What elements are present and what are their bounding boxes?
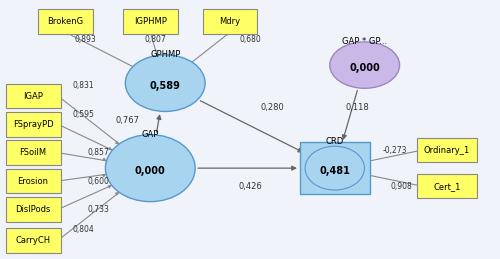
Text: 0,733: 0,733	[88, 205, 110, 214]
FancyBboxPatch shape	[123, 9, 178, 33]
Text: 0,000: 0,000	[350, 63, 380, 73]
Text: Mdry: Mdry	[220, 17, 240, 26]
Text: 0,908: 0,908	[390, 182, 412, 191]
Text: BrokenG: BrokenG	[48, 17, 84, 26]
Text: 0,000: 0,000	[135, 166, 166, 176]
FancyBboxPatch shape	[6, 84, 60, 108]
FancyBboxPatch shape	[417, 174, 477, 198]
Text: Ordinary_1: Ordinary_1	[424, 146, 470, 155]
Text: 0,831: 0,831	[73, 81, 94, 90]
Ellipse shape	[106, 135, 195, 202]
FancyBboxPatch shape	[202, 9, 258, 33]
Text: Cert_1: Cert_1	[434, 182, 460, 191]
Text: CRD: CRD	[326, 137, 344, 146]
Text: 0,680: 0,680	[239, 35, 261, 44]
Text: Erosion: Erosion	[18, 177, 48, 185]
FancyBboxPatch shape	[6, 197, 60, 222]
Ellipse shape	[330, 42, 400, 88]
Text: 0,767: 0,767	[116, 116, 140, 125]
Ellipse shape	[126, 55, 205, 111]
Text: 0,804: 0,804	[73, 226, 94, 234]
FancyBboxPatch shape	[38, 9, 93, 33]
Text: -0,273: -0,273	[382, 146, 407, 155]
FancyBboxPatch shape	[300, 142, 370, 194]
Text: 0,426: 0,426	[238, 182, 262, 191]
Text: 0,595: 0,595	[73, 110, 95, 119]
Text: 0,807: 0,807	[144, 35, 166, 44]
Text: 0,118: 0,118	[346, 103, 369, 112]
Text: IGPHMP: IGPHMP	[134, 17, 166, 26]
FancyBboxPatch shape	[6, 140, 60, 165]
FancyBboxPatch shape	[6, 228, 60, 253]
Text: GAP: GAP	[142, 130, 159, 139]
Text: GAP * GP...: GAP * GP...	[342, 37, 387, 46]
FancyBboxPatch shape	[417, 138, 477, 162]
Text: 0,280: 0,280	[260, 103, 284, 112]
Text: 0,481: 0,481	[320, 166, 350, 176]
Ellipse shape	[305, 146, 364, 190]
Text: 0,589: 0,589	[150, 81, 180, 91]
Text: IGAP: IGAP	[23, 91, 43, 100]
Text: FSoilM: FSoilM	[20, 148, 46, 157]
Text: 0,600: 0,600	[88, 177, 110, 185]
Text: CarryCH: CarryCH	[16, 236, 50, 245]
Text: 0,857: 0,857	[88, 148, 110, 157]
Text: 0,893: 0,893	[74, 35, 96, 44]
Text: DislPods: DislPods	[16, 205, 51, 214]
Text: GPHMP: GPHMP	[150, 50, 180, 59]
FancyBboxPatch shape	[6, 112, 60, 136]
FancyBboxPatch shape	[6, 169, 60, 193]
Text: FSprayPD: FSprayPD	[13, 120, 54, 129]
